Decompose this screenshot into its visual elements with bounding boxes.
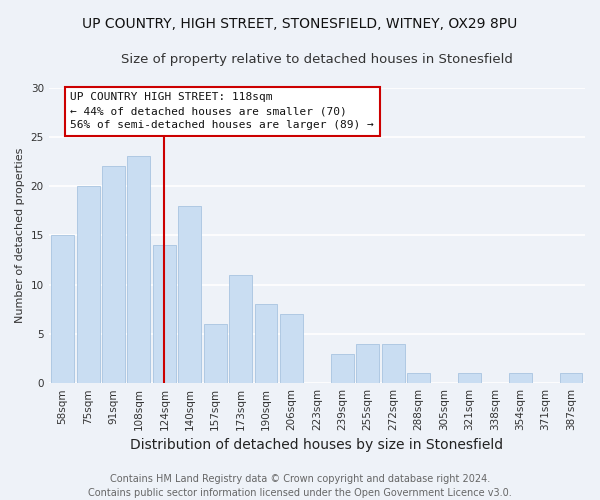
- Bar: [178, 206, 201, 383]
- Bar: [382, 344, 404, 383]
- Bar: [51, 236, 74, 383]
- Bar: [204, 324, 227, 383]
- Bar: [509, 374, 532, 383]
- Bar: [254, 304, 277, 383]
- Bar: [77, 186, 100, 383]
- Bar: [280, 314, 303, 383]
- Bar: [127, 156, 151, 383]
- Bar: [560, 374, 583, 383]
- Bar: [229, 275, 252, 383]
- Bar: [356, 344, 379, 383]
- Text: UP COUNTRY HIGH STREET: 118sqm
← 44% of detached houses are smaller (70)
56% of : UP COUNTRY HIGH STREET: 118sqm ← 44% of …: [70, 92, 374, 130]
- Bar: [407, 374, 430, 383]
- Bar: [331, 354, 353, 383]
- X-axis label: Distribution of detached houses by size in Stonesfield: Distribution of detached houses by size …: [130, 438, 503, 452]
- Bar: [458, 374, 481, 383]
- Bar: [153, 245, 176, 383]
- Text: Contains HM Land Registry data © Crown copyright and database right 2024.
Contai: Contains HM Land Registry data © Crown c…: [88, 474, 512, 498]
- Y-axis label: Number of detached properties: Number of detached properties: [15, 148, 25, 323]
- Title: Size of property relative to detached houses in Stonesfield: Size of property relative to detached ho…: [121, 52, 513, 66]
- Bar: [102, 166, 125, 383]
- Text: UP COUNTRY, HIGH STREET, STONESFIELD, WITNEY, OX29 8PU: UP COUNTRY, HIGH STREET, STONESFIELD, WI…: [82, 18, 518, 32]
